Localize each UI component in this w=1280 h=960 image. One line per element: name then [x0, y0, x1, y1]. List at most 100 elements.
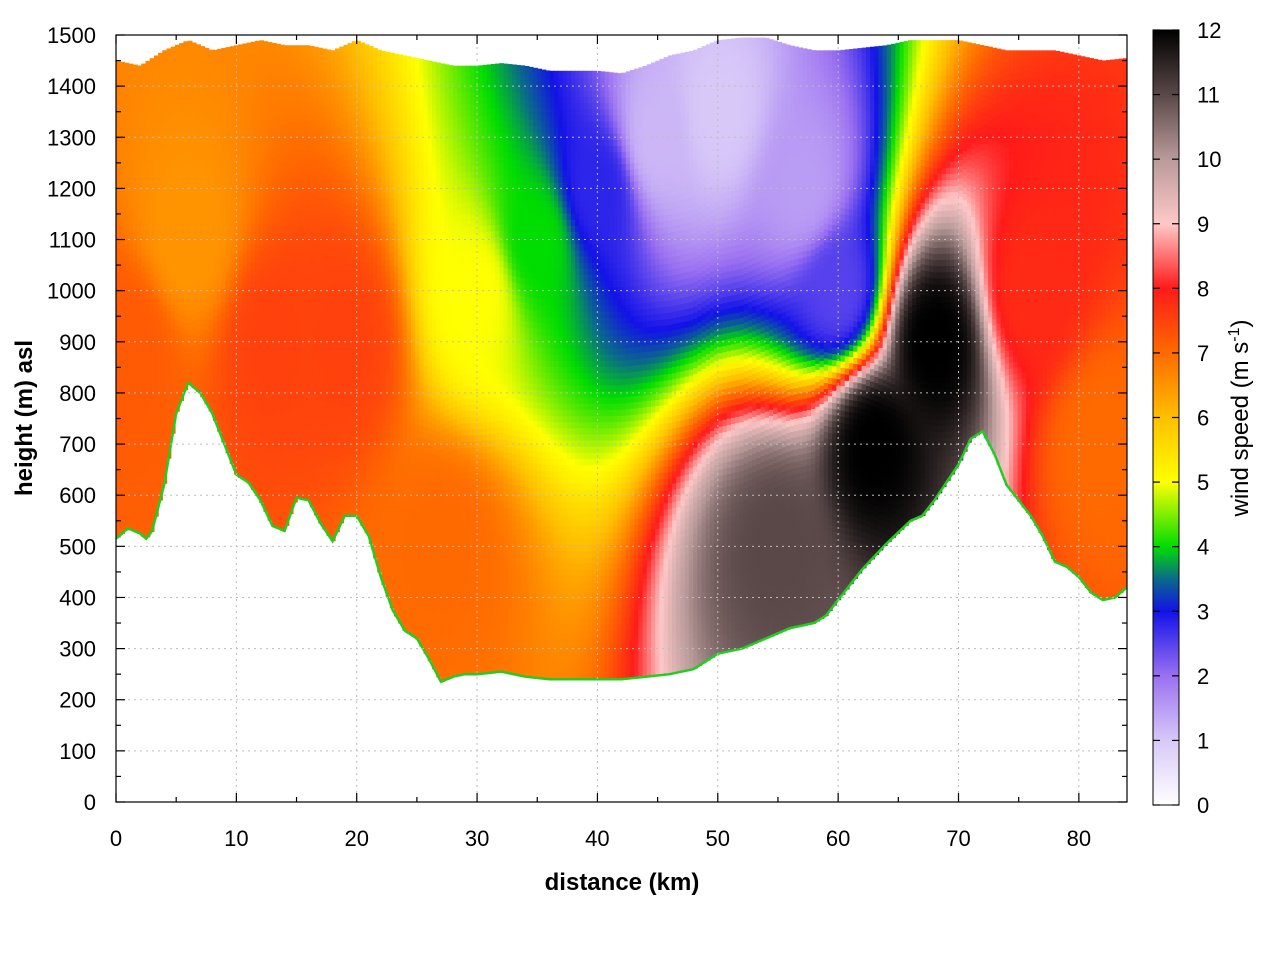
field-cell [229, 205, 235, 213]
field-cell [141, 63, 147, 71]
field-cell [284, 187, 290, 195]
field-cell [200, 298, 206, 306]
field-cell [162, 342, 168, 349]
field-cell [208, 349, 214, 357]
field-cell [351, 411, 357, 419]
field-cell [381, 142, 387, 150]
field-cell [360, 163, 366, 171]
field-cell [343, 202, 349, 210]
field-cell [271, 403, 277, 411]
field-cell [343, 288, 349, 296]
field-cell [372, 213, 378, 221]
field-cell [124, 296, 130, 304]
field-cell [339, 246, 345, 254]
field-cell [191, 215, 197, 223]
field-cell [200, 378, 206, 385]
field-cell [309, 500, 315, 508]
field-cell [204, 145, 210, 153]
field-cell [368, 95, 374, 103]
field-cell [313, 238, 319, 246]
field-cell [225, 299, 231, 306]
field-cell [149, 365, 155, 373]
field-cell [372, 391, 378, 399]
field-cell [381, 50, 387, 58]
field-cell [141, 450, 147, 458]
field-cell [124, 339, 130, 347]
field-cell [242, 344, 248, 352]
field-cell [318, 142, 324, 150]
field-cell [377, 418, 382, 426]
field-cell [170, 414, 176, 422]
field-cell [364, 121, 370, 129]
field-cell [330, 387, 336, 394]
field-cell [153, 479, 159, 486]
field-cell [339, 99, 345, 107]
field-cell [124, 413, 130, 420]
field-cell [394, 94, 399, 102]
field-cell [381, 277, 387, 285]
field-cell [280, 321, 286, 329]
field-cell [229, 352, 235, 360]
field-cell [267, 231, 273, 239]
field-cell [174, 306, 180, 314]
field-cell [335, 200, 340, 208]
field-cell [381, 216, 387, 224]
field-cell [347, 116, 353, 124]
field-cell [301, 45, 307, 52]
field-cell [149, 341, 155, 348]
field-cell [313, 385, 319, 393]
field-cell [128, 136, 134, 144]
field-cell [162, 311, 168, 319]
field-cell [389, 570, 395, 578]
field-cell [116, 180, 121, 188]
field-cell [385, 258, 391, 266]
field-cell [347, 484, 353, 492]
field-cell [267, 299, 273, 306]
field-cell [242, 443, 248, 450]
field-cell [398, 580, 404, 587]
field-cell [233, 449, 239, 457]
field-cell [141, 530, 147, 537]
field-cell [335, 415, 340, 422]
field-cell [276, 141, 281, 149]
field-cell [229, 70, 235, 78]
field-cell [360, 65, 366, 72]
field-cell [221, 73, 227, 81]
field-cell [309, 334, 315, 342]
field-cell [271, 452, 277, 460]
field-cell [326, 326, 332, 334]
field-cell [364, 201, 370, 208]
field-cell [170, 77, 176, 84]
field-cell [204, 53, 210, 61]
field-cell [191, 80, 197, 88]
field-cell [263, 302, 269, 310]
field-cell [322, 283, 328, 291]
field-cell [305, 444, 311, 452]
field-cell [116, 125, 121, 133]
field-cell [242, 363, 248, 371]
field-cell [372, 201, 378, 209]
field-cell [267, 483, 273, 491]
field-cell [183, 144, 189, 151]
field-cell [381, 345, 387, 352]
field-cell [398, 530, 404, 538]
field-cell [318, 68, 324, 76]
field-cell [343, 190, 349, 198]
field-cell [145, 352, 151, 360]
field-cell [322, 56, 328, 64]
field-cell [116, 156, 121, 164]
field-cell [225, 108, 231, 116]
field-cell [343, 239, 349, 247]
field-cell [372, 342, 378, 350]
field-cell [221, 128, 227, 136]
field-cell [305, 273, 311, 280]
field-cell [158, 285, 163, 292]
field-cell [305, 279, 311, 286]
field-cell [229, 303, 235, 311]
field-cell [153, 295, 159, 302]
field-cell [124, 235, 130, 242]
field-cell [149, 236, 155, 244]
field-cell [360, 157, 366, 164]
field-cell [372, 85, 378, 92]
field-cell [347, 184, 353, 192]
